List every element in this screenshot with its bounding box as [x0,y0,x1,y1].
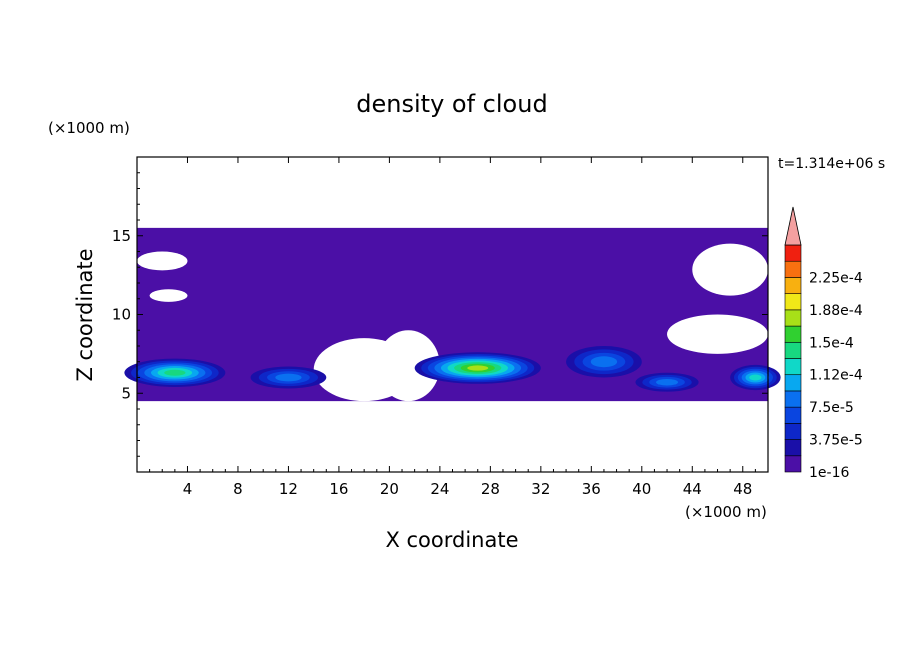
y-axis-label: Z coordinate [73,248,97,381]
colorbar-swatch [784,423,802,440]
colorbar-swatch [784,406,802,424]
y-tick-label: 5 [121,384,131,402]
y-unit-label: (×1000 m) [48,119,130,137]
x-unit-label: (×1000 m) [685,503,767,521]
x-tick-label: 32 [531,480,550,498]
x-tick-label: 24 [430,480,449,498]
colorbar-swatch [784,277,802,294]
core-4-level-4 [590,356,618,368]
x-tick-label: 12 [279,480,298,498]
clear-air-gap-5 [376,330,440,402]
clear-air-gap-0 [137,251,188,271]
chart-title: density of cloud [356,90,547,118]
core-1-level-9 [467,365,489,371]
colorbar-label: 1.12e-4 [809,368,863,384]
colorbar-swatch [784,358,802,376]
colorbar-swatch [784,293,802,311]
y-tick-label: 10 [112,306,131,324]
colorbar: 1e-16 3.75e-5 7.5e-5 1.12e-4 1.5e-4 1.88e-4 2.… [784,206,863,481]
x-tick-label: 8 [233,480,243,498]
colorbar-label: 1e-16 [809,465,849,481]
y-axis: 5 10 15 [112,172,768,457]
core-5-level-4 [656,378,679,386]
colorbar-swatch [784,244,802,262]
colorbar-swatch [784,455,802,473]
core-2-level-6 [749,374,762,381]
colorbar-label: 7.5e-5 [809,400,854,416]
clear-air-gap-3 [667,314,769,354]
colorbar-over-arrow [784,206,802,246]
x-axis: 4 8 12 16 20 24 28 32 36 40 44 48 [149,157,756,498]
colorbar-label: 2.25e-4 [809,270,863,286]
colorbar-swatch [784,374,802,392]
colorbar-swatch [784,439,802,457]
x-tick-label: 40 [632,480,651,498]
core-0-level-7 [164,369,186,376]
time-label: t=1.314e+06 s [778,156,885,172]
x-tick-label: 20 [380,480,399,498]
x-tick-label: 48 [733,480,752,498]
x-tick-label: 16 [329,480,348,498]
colorbar-swatch [784,260,802,278]
x-axis-label: X coordinate [385,528,518,552]
colorbar-label: 3.75e-5 [809,433,863,449]
clear-air-gap-2 [692,243,768,296]
clear-air-gap-1 [149,289,188,302]
colorbar-swatch [784,309,802,327]
x-tick-label: 4 [183,480,193,498]
colorbar-label: 1.5e-4 [809,335,854,351]
core-3-level-4 [275,373,302,382]
x-tick-label: 36 [582,480,601,498]
colorbar-swatch [784,390,802,408]
colorbar-swatch [784,325,802,343]
colorbar-swatch [784,341,802,359]
x-tick-label: 28 [481,480,500,498]
y-tick-label: 15 [112,227,131,245]
x-tick-label: 44 [683,480,702,498]
colorbar-label: 1.88e-4 [809,303,863,319]
cloud-field [124,227,781,402]
